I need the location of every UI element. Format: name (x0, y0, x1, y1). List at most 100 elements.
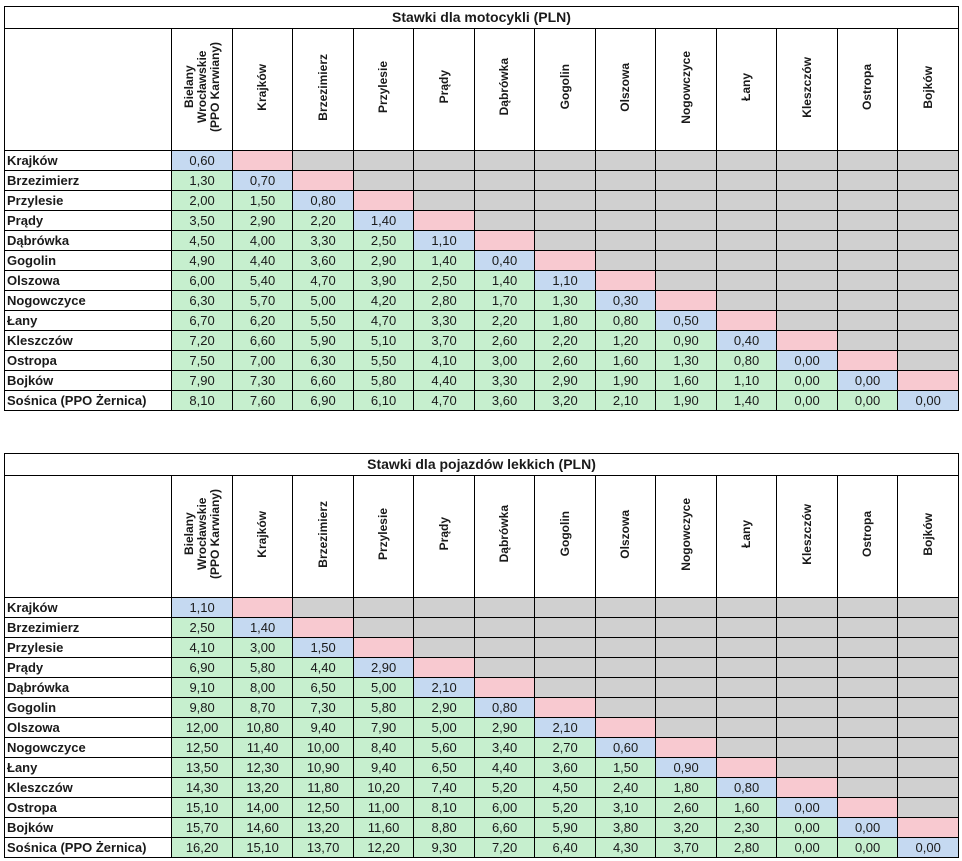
empty-cell (655, 657, 717, 678)
empty-cell (776, 657, 838, 678)
rate-cell: 3,50 (171, 210, 233, 231)
diagonal-cell (473, 230, 536, 251)
rate-cell: 7,90 (171, 370, 233, 391)
rate-cell: 1,30 (171, 170, 233, 191)
rate-cell: 5,70 (231, 290, 294, 311)
empty-cell (473, 657, 536, 678)
column-header: Dąbrówka (473, 28, 536, 151)
empty-cell (836, 657, 899, 678)
row-label: Ostropa (3, 797, 173, 818)
rate-cell: 3,90 (352, 270, 415, 291)
empty-cell (715, 737, 778, 758)
rate-cell: 12,50 (171, 737, 233, 758)
diagonal-cell (231, 597, 294, 618)
rate-cell: 5,80 (352, 697, 415, 718)
rate-cell-adjacent: 0,40 (473, 250, 536, 271)
column-header: Ostropa (836, 475, 899, 598)
rate-cell: 3,60 (534, 757, 596, 778)
rate-cell-adjacent: 0,00 (897, 390, 959, 411)
diagonal-cell (473, 677, 536, 698)
table-row: Łany 6,70 6,20 5,50 4,70 3,30 2,20 1,80 0,80 0,50 (3, 310, 959, 331)
empty-cell (715, 170, 778, 191)
rate-cell: 5,20 (534, 797, 596, 818)
rate-cell: 12,00 (171, 717, 233, 738)
rate-cell-adjacent: 0,00 (776, 350, 838, 371)
rate-cell: 2,60 (534, 350, 596, 371)
table-row: Gogolin 9,80 8,70 7,30 5,80 2,90 0,80 (3, 697, 959, 718)
row-label: Prądy (3, 210, 173, 231)
diagonal-cell (897, 817, 959, 838)
rate-cell: 4,10 (171, 637, 233, 658)
rate-cell: 2,50 (352, 230, 415, 251)
empty-cell (897, 210, 959, 231)
empty-cell (594, 210, 657, 231)
diagonal-cell (897, 370, 959, 391)
rate-cell: 2,30 (715, 817, 778, 838)
empty-cell (897, 757, 959, 778)
rate-cell: 1,30 (534, 290, 596, 311)
empty-cell (897, 637, 959, 658)
column-header-label: Bielany Wrocławskie (PPO Karwiany) (181, 488, 222, 580)
empty-cell (534, 210, 596, 231)
table-row: Krajków 0,60 (3, 150, 959, 171)
empty-cell (836, 717, 899, 738)
column-header: Dąbrówka (473, 475, 536, 598)
rate-cell: 3,10 (594, 797, 657, 818)
empty-cell (413, 617, 475, 638)
empty-cell (594, 150, 657, 171)
rate-cell: 2,50 (171, 617, 233, 638)
table-row: Olszowa 6,00 5,40 4,70 3,90 2,50 1,40 1,10 (3, 270, 959, 291)
empty-cell (776, 150, 838, 171)
rate-cell-adjacent: 0,60 (594, 737, 657, 758)
rate-cell: 3,70 (655, 837, 717, 858)
empty-cell (836, 330, 899, 351)
rate-cell: 4,30 (594, 837, 657, 858)
empty-cell (534, 150, 596, 171)
column-header-label: Bojków (920, 65, 935, 109)
rate-cell: 14,00 (231, 797, 294, 818)
column-header: Kleszczów (776, 28, 838, 151)
rate-cell: 5,00 (352, 677, 415, 698)
diagonal-cell (594, 270, 657, 291)
rate-cell: 2,90 (413, 697, 475, 718)
rate-cell: 5,00 (292, 290, 354, 311)
column-header-label: Bielany Wrocławskie (PPO Karwiany) (181, 41, 222, 133)
empty-cell (897, 170, 959, 191)
rate-cell-adjacent: 0,60 (171, 150, 233, 171)
table-row: Łany 13,50 12,30 10,90 9,40 6,50 4,40 3,60 1,50 0… (3, 757, 959, 778)
column-header-label: Prądy (436, 517, 451, 551)
column-header-label: Ostropa (860, 510, 875, 557)
column-header: Krajków (231, 28, 294, 151)
rate-cell: 0,00 (776, 370, 838, 391)
diagonal-cell (534, 697, 596, 718)
empty-cell (836, 777, 899, 798)
rate-cell: 12,50 (292, 797, 354, 818)
rate-cell: 3,30 (413, 310, 475, 331)
column-header: Prądy (413, 475, 475, 598)
rate-cell: 9,10 (171, 677, 233, 698)
rate-cell-adjacent: 1,40 (231, 617, 294, 638)
row-label: Bojków (3, 817, 173, 838)
row-label: Krajków (3, 150, 173, 171)
empty-cell (836, 250, 899, 271)
empty-cell (836, 190, 899, 211)
rate-cell-adjacent: 2,90 (352, 657, 415, 678)
rate-cell: 3,60 (473, 390, 536, 411)
rate-cell: 1,40 (473, 270, 536, 291)
empty-cell (473, 150, 536, 171)
rate-cell-adjacent: 2,10 (413, 677, 475, 698)
rate-cell-adjacent: 0,90 (655, 757, 717, 778)
empty-cell (292, 597, 354, 618)
rate-cell: 4,70 (352, 310, 415, 331)
diagonal-cell (413, 210, 475, 231)
table-row: Dąbrówka 9,10 8,00 6,50 5,00 2,10 (3, 677, 959, 698)
rate-cell: 4,40 (231, 250, 294, 271)
empty-cell (715, 697, 778, 718)
rate-cell: 1,70 (473, 290, 536, 311)
row-label: Olszowa (3, 270, 173, 291)
rate-cell: 3,20 (534, 390, 596, 411)
empty-cell (776, 717, 838, 738)
column-header-label: Gogolin (557, 64, 572, 110)
rate-cell-adjacent: 1,50 (292, 637, 354, 658)
empty-cell (776, 677, 838, 698)
